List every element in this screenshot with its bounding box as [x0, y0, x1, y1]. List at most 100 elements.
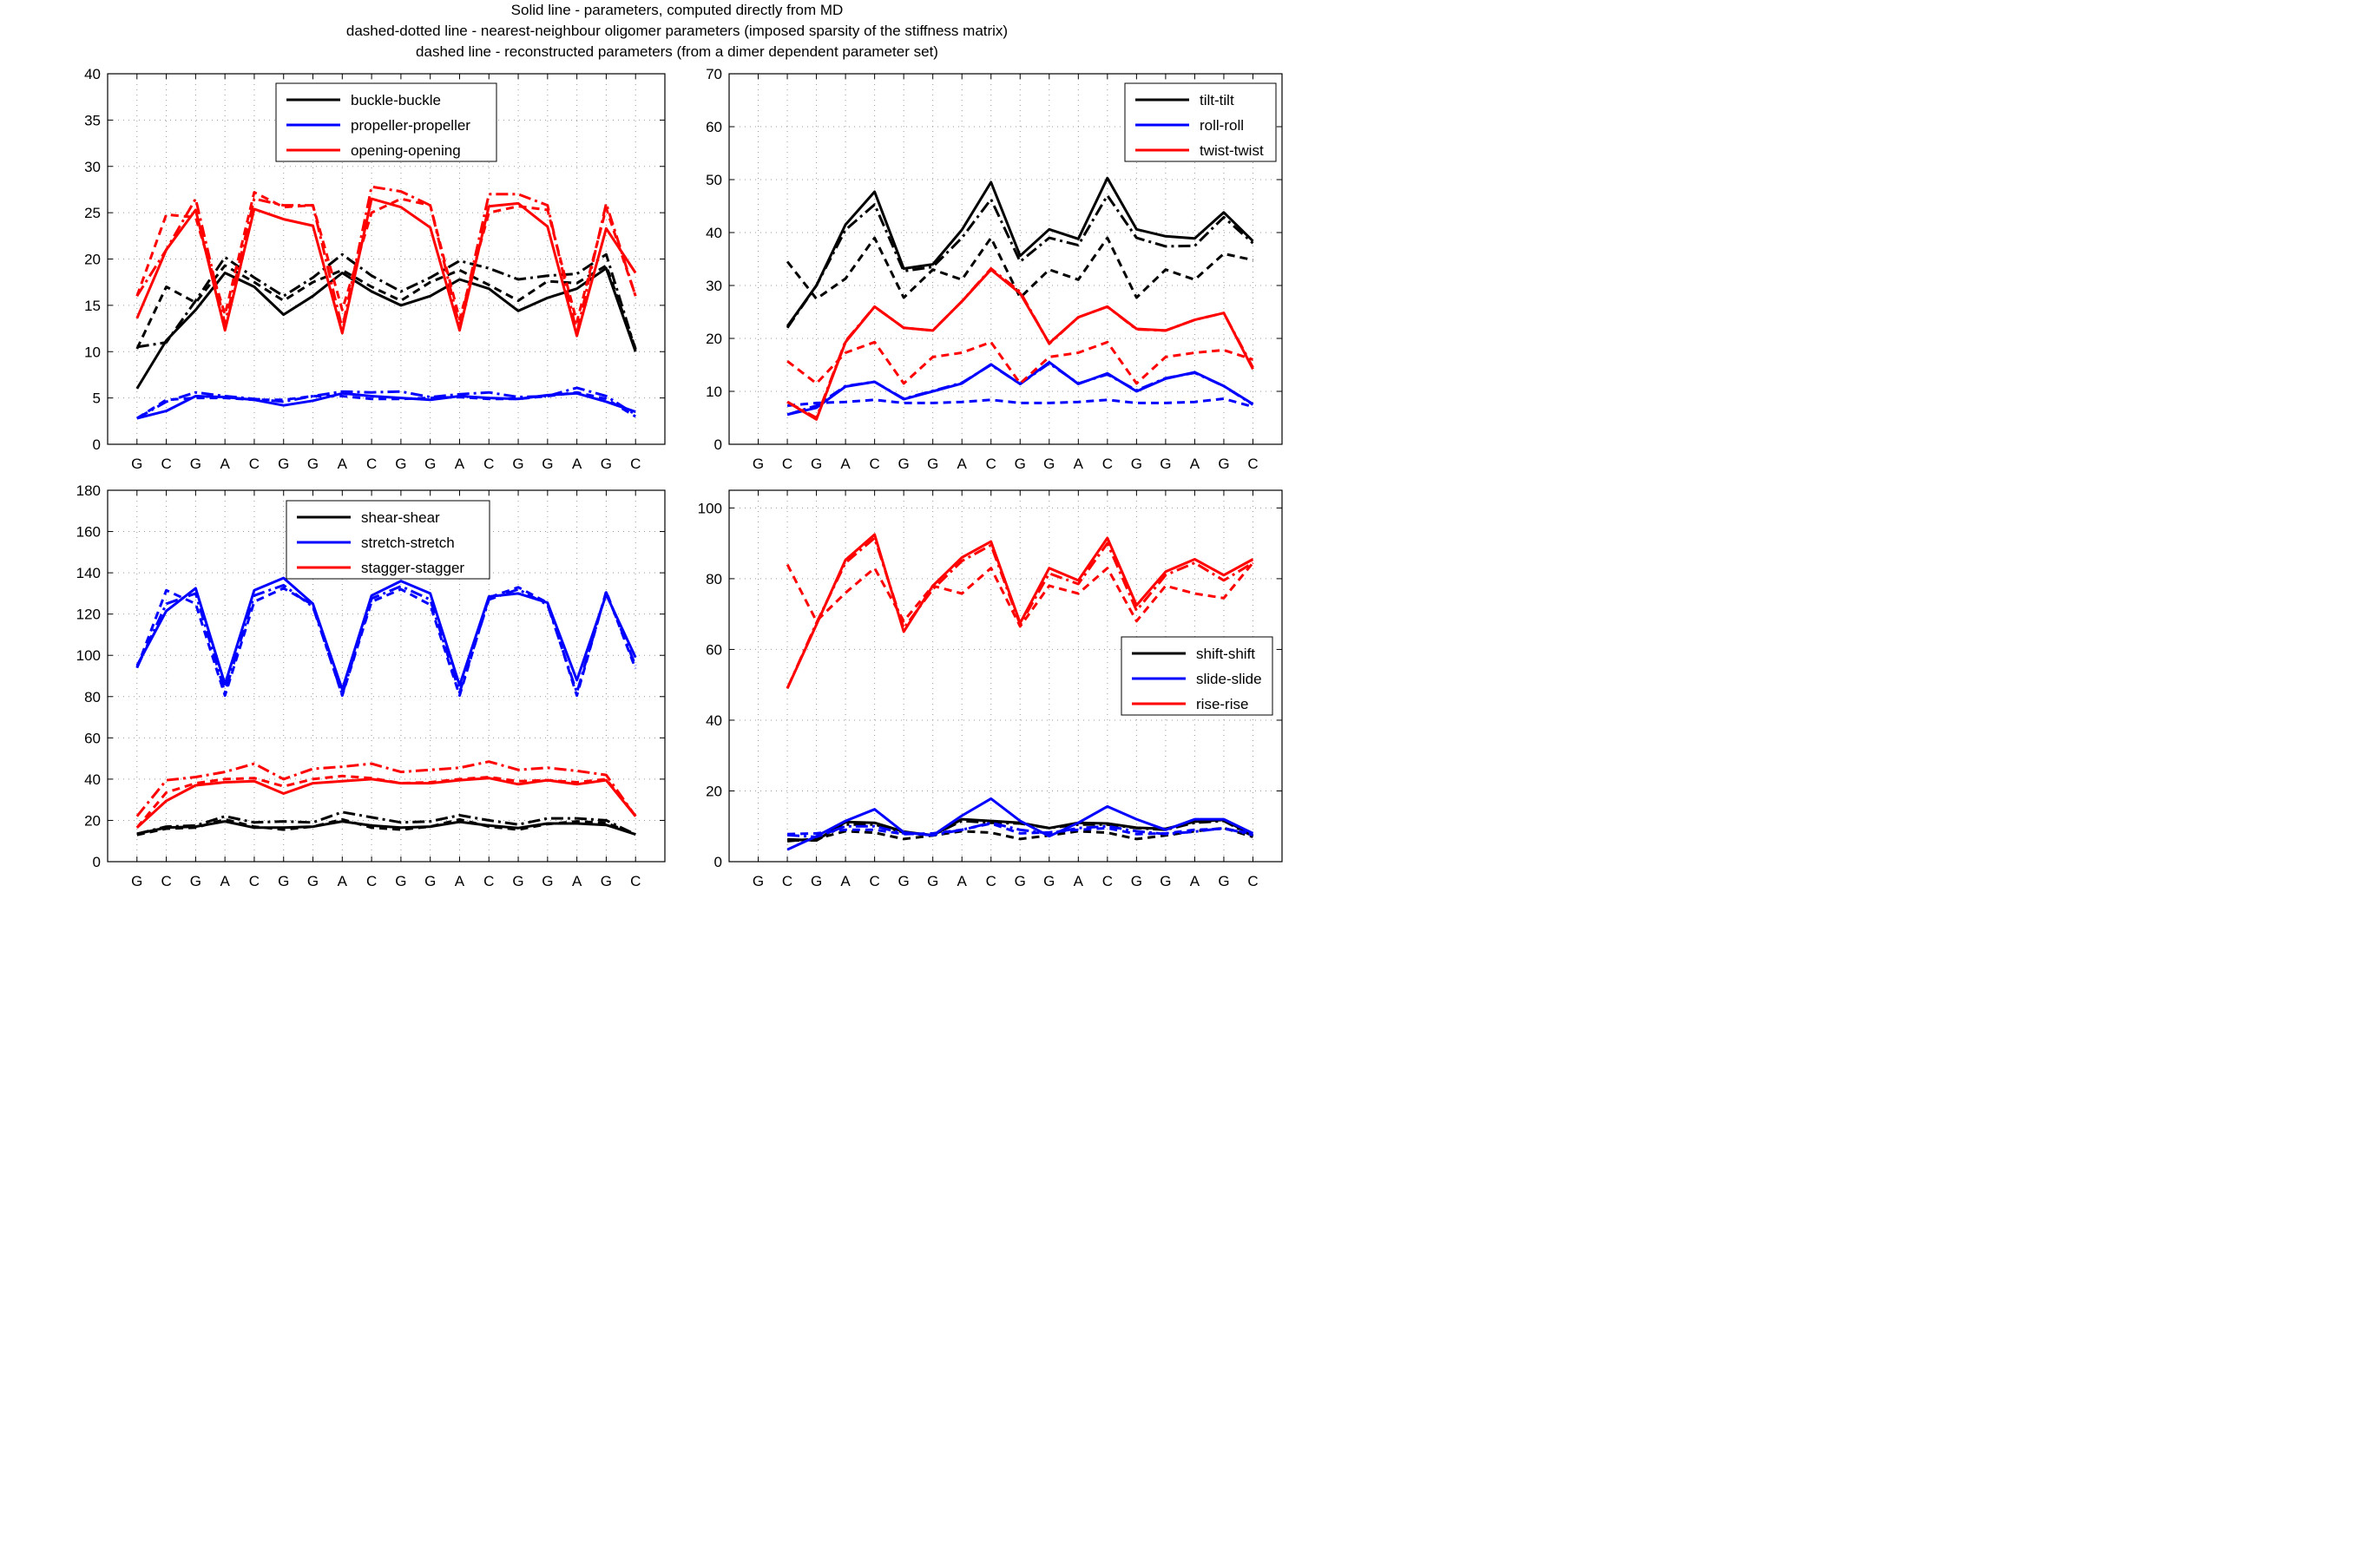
legend-label: opening-opening — [351, 142, 461, 159]
figure-title: Solid line - parameters, computed direct… — [0, 0, 1354, 62]
x-tick-label: G — [395, 873, 406, 889]
legend-label: slide-slide — [1196, 671, 1262, 687]
x-tick-label: G — [190, 456, 201, 472]
x-tick-label: A — [1074, 873, 1084, 889]
chart-panel-3: 0 20 40 60 80 100 120 140 160 180 G C G A C G G A C G G A C G G A… — [76, 482, 666, 889]
title-line-solid: Solid line - parameters, computed direct… — [510, 2, 844, 18]
x-tick-label: G — [424, 873, 436, 889]
legend: shift-shift slide-slide rise-rise — [1121, 636, 1273, 716]
x-tick-label: C — [483, 456, 494, 472]
legend-box — [275, 82, 497, 162]
series-line-rise-rise-dashed — [786, 561, 1254, 628]
x-tick-label: G — [601, 456, 612, 472]
series-line-shift-shift-dashed — [786, 826, 1253, 843]
x-tick-label: C — [1102, 873, 1113, 889]
x-tick-label: G — [1218, 456, 1229, 472]
x-tick-label: C — [366, 456, 377, 472]
x-tick-label: A — [1190, 456, 1200, 472]
y-tick-label: 180 — [76, 482, 101, 499]
series-line-stretch-stretch-solid — [135, 576, 637, 691]
x-tick-label: G — [190, 873, 201, 889]
legend-label: shift-shift — [1196, 646, 1255, 662]
legend-label: twist-twist — [1200, 142, 1264, 159]
y-tick-label: 10 — [84, 344, 101, 360]
y-tick-label: 40 — [706, 225, 722, 241]
series-line-tilt-tilt-solid — [786, 176, 1254, 327]
x-tick-label: G — [811, 873, 822, 889]
x-tick-label: A — [455, 456, 465, 472]
x-tick-label: G — [307, 456, 319, 472]
x-tick-label: C — [161, 873, 171, 889]
legend-box — [1121, 636, 1273, 716]
series-line-stretch-stretch-dash-dot — [135, 583, 637, 696]
x-tick-label: G — [395, 456, 406, 472]
series-line-stagger-stagger-dash-dot — [135, 760, 637, 817]
series-line-stagger-stagger-dashed — [135, 774, 637, 829]
series-line-shift-shift-dash-dot — [787, 819, 1254, 842]
x-tick-label: G — [307, 873, 319, 889]
legend-box — [286, 500, 490, 580]
y-tick-label: 60 — [706, 119, 722, 135]
x-tick-label: G — [131, 873, 142, 889]
legend-label: propeller-propeller — [351, 117, 470, 134]
x-tick-label: G — [512, 873, 523, 889]
y-tick-label: 30 — [84, 159, 101, 175]
title-line-dash-dot: dashed-dotted line - nearest-neighbour o… — [345, 23, 1009, 39]
series-line-propeller-propeller-dash-dot — [136, 386, 636, 420]
y-tick-label: 70 — [706, 66, 722, 82]
x-tick-label: G — [898, 456, 910, 472]
legend: shear-shear stretch-stretch stagger-stagge… — [286, 500, 490, 580]
y-tick-label: 120 — [76, 607, 101, 623]
x-tick-label: C — [782, 456, 792, 472]
y-tick-label: 0 — [714, 854, 722, 870]
x-tick-label: G — [1160, 873, 1171, 889]
x-tick-label: C — [366, 873, 377, 889]
y-tick-label: 100 — [76, 647, 101, 664]
y-tick-label: 80 — [84, 689, 101, 705]
x-tick-label: G — [1131, 873, 1142, 889]
series-line-propeller-propeller-dashed — [136, 390, 636, 420]
x-tick-label: A — [957, 456, 968, 472]
y-tick-label: 0 — [93, 436, 101, 453]
legend: buckle-buckle propeller-propeller opening-… — [275, 82, 497, 162]
x-tick-label: G — [278, 456, 289, 472]
x-tick-label: C — [1102, 456, 1113, 472]
x-tick-label: A — [1190, 873, 1200, 889]
chart-panel-2: 0 10 20 30 40 50 60 70 G C G A C G G A C G G A C G G A G Ctilt-ti… — [706, 66, 1283, 472]
legend-label: shear-shear — [361, 509, 440, 526]
x-tick-label: G — [927, 456, 938, 472]
x-tick-label: G — [1218, 873, 1229, 889]
y-tick-label: 60 — [84, 730, 101, 746]
x-tick-label: C — [161, 456, 171, 472]
plot-frame — [728, 73, 1283, 445]
x-tick-label: G — [898, 873, 910, 889]
legend-label: stagger-stagger — [361, 560, 464, 576]
legend-box — [1124, 82, 1277, 162]
x-tick-label: G — [512, 456, 523, 472]
x-tick-label: G — [1160, 456, 1171, 472]
y-tick-label: 20 — [84, 252, 101, 268]
y-tick-label: 80 — [706, 571, 722, 587]
series-line-buckle-buckle-dashed — [135, 264, 637, 350]
x-tick-label: A — [220, 873, 230, 889]
series-line-buckle-buckle-dash-dot — [136, 253, 637, 351]
x-tick-label: A — [840, 873, 851, 889]
series-line-tilt-tilt-dashed — [786, 236, 1253, 300]
series-line-buckle-buckle-solid — [135, 266, 637, 390]
x-tick-label: C — [986, 456, 996, 472]
x-tick-label: G — [542, 456, 553, 472]
series-line-twist-twist-dash-dot — [786, 267, 1254, 419]
y-tick-label: 20 — [706, 783, 722, 799]
y-tick-label: 40 — [84, 771, 101, 788]
x-tick-label: A — [220, 456, 230, 472]
y-tick-label: 100 — [698, 500, 722, 516]
x-tick-label: C — [986, 873, 996, 889]
x-tick-label: G — [278, 873, 289, 889]
x-tick-label: G — [753, 456, 764, 472]
series-line-shear-shear-dashed — [136, 817, 636, 836]
y-tick-label: 20 — [84, 812, 101, 829]
x-tick-label: G — [1043, 873, 1055, 889]
legend-label: roll-roll — [1200, 117, 1244, 134]
x-tick-label: G — [542, 873, 553, 889]
